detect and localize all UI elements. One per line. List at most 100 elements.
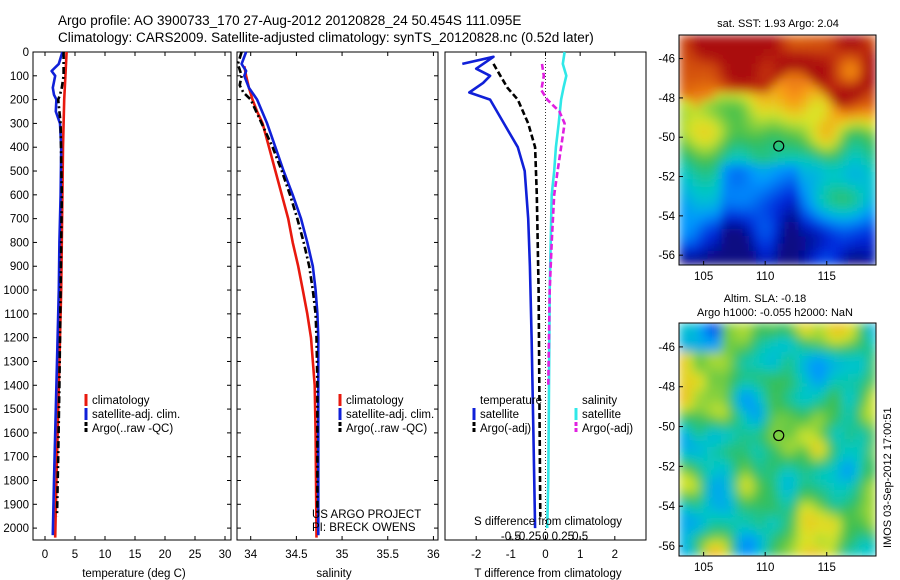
heatmap-cell: [861, 526, 870, 535]
depth-tick-label: 1900: [3, 499, 29, 511]
heatmap-cell: [840, 70, 849, 79]
heatmap-cell: [812, 337, 821, 346]
heatmap-cell: [826, 373, 835, 382]
heatmap-cell: [784, 454, 793, 462]
heatmap-cell: [693, 461, 701, 470]
heatmap-cell: [777, 193, 786, 201]
heatmap-cell: [742, 63, 750, 72]
salinity-axes-box: [236, 51, 439, 541]
heatmap-cell: [784, 323, 793, 331]
heatmap-cell: [700, 42, 708, 50]
heatmap-cell: [763, 164, 772, 173]
lat-tick-label: -48: [658, 93, 675, 105]
heatmap-cell: [798, 352, 807, 361]
heatmap-cell: [861, 164, 870, 173]
depth-tick-label: 600: [10, 190, 29, 202]
heatmap-cell: [826, 403, 835, 411]
heatmap-cell: [833, 424, 842, 433]
heatmap-cell: [819, 106, 828, 115]
heatmap-cell: [798, 410, 807, 419]
heatmap-cell: [812, 432, 821, 441]
heatmap-cell: [728, 121, 736, 130]
heatmap-cell: [812, 526, 821, 535]
heatmap-cell: [819, 135, 828, 144]
heatmap-cell: [861, 519, 870, 528]
heatmap-cell: [847, 483, 856, 492]
heatmap-cell: [742, 454, 750, 462]
heatmap-cell: [812, 171, 821, 180]
heatmap-cell: [756, 541, 765, 550]
heatmap-cell: [679, 229, 687, 237]
heatmap-cell: [763, 468, 772, 477]
heatmap-cell: [714, 236, 722, 245]
heatmap-cell: [840, 128, 849, 137]
legend-label-argo: Argo(..raw -QC): [92, 423, 173, 435]
heatmap-cell: [679, 505, 687, 513]
heatmap-cell: [805, 150, 814, 158]
heatmap-cell: [861, 99, 870, 108]
heatmap-cell: [833, 142, 842, 151]
heatmap-cell: [826, 171, 835, 180]
heatmap-cell: [714, 352, 722, 361]
heatmap-cell: [798, 193, 807, 201]
heatmap-cell: [763, 150, 772, 158]
heatmap-cell: [756, 257, 765, 265]
heatmap-cell: [833, 214, 842, 223]
heatmap-cell: [854, 432, 863, 441]
heatmap-cell: [763, 63, 772, 72]
heatmap-cell: [861, 157, 870, 165]
heatmap-cell: [812, 78, 821, 86]
heatmap-cell: [763, 229, 772, 237]
heatmap-cell: [763, 475, 772, 484]
heatmap-cell: [833, 35, 842, 43]
heatmap-cell: [840, 337, 849, 346]
heatmap-cell: [805, 497, 814, 506]
heatmap-cell: [700, 185, 708, 194]
heatmap-cell: [749, 541, 757, 550]
heatmap-cell: [714, 128, 722, 137]
heatmap-cell: [714, 395, 722, 404]
header-line-1: Argo profile: AO 3900733_170 27-Aug-2012…: [58, 13, 521, 28]
heatmap-cell: [798, 490, 807, 499]
heatmap-cell: [784, 221, 793, 230]
heatmap-cell: [826, 92, 835, 101]
heatmap-cell: [854, 63, 863, 72]
heatmap-cell: [854, 193, 863, 201]
heatmap-cell: [728, 63, 736, 72]
heatmap-cell: [861, 128, 870, 137]
heatmap-cell: [861, 497, 870, 506]
heatmap-cell: [861, 78, 870, 86]
heatmap-cell: [812, 352, 821, 361]
heatmap-cell: [679, 250, 687, 259]
heatmap-cell: [707, 185, 715, 194]
heatmap-cell: [735, 207, 743, 216]
heatmap-cell: [749, 114, 757, 122]
s-tick-label: -0.25: [515, 531, 541, 543]
heatmap-cell: [742, 214, 750, 223]
heatmap-cell: [784, 42, 793, 50]
heatmap-cell: [749, 70, 757, 79]
heatmap-cell: [700, 178, 708, 187]
heatmap-cell: [735, 519, 743, 528]
heatmap-cell: [756, 534, 765, 543]
heatmap-cell: [861, 135, 870, 144]
heatmap-cell: [868, 446, 876, 455]
heatmap-cell: [854, 323, 863, 331]
heatmap-cell: [707, 512, 715, 521]
x-tick-label: 30: [219, 549, 232, 561]
heatmap-cell: [805, 250, 814, 259]
salinity-series: [236, 51, 320, 538]
heatmap-cell: [826, 381, 835, 390]
heatmap-cell: [847, 388, 856, 397]
heatmap-cell: [679, 56, 687, 65]
heatmap-cell: [714, 200, 722, 209]
heatmap-cell: [763, 70, 772, 79]
heatmap-cell: [686, 221, 694, 230]
heatmap-cell: [861, 337, 870, 346]
lat-tick-label: -50: [658, 422, 675, 434]
heatmap-cell: [770, 70, 779, 79]
depth-tick-label: 200: [10, 95, 29, 107]
heatmap-cell: [798, 381, 807, 390]
heatmap-cell: [784, 490, 793, 499]
heatmap-cell: [826, 454, 835, 462]
